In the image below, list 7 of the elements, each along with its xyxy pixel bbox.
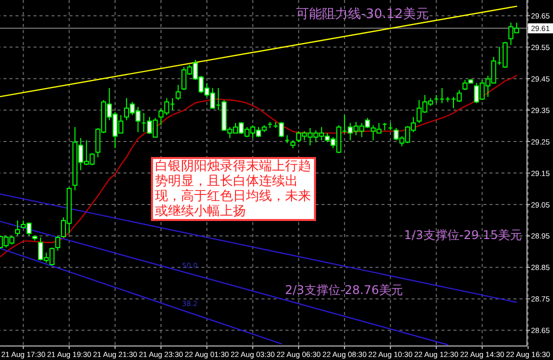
annotation: 2/3支撑位-28.76美元 <box>285 283 403 297</box>
candlestick <box>176 84 181 101</box>
annotation: 可能阻力线-30.12美元 <box>296 6 429 22</box>
candlestick <box>15 220 20 236</box>
candlestick <box>55 235 60 252</box>
annotation: 1/3支撑位-29.15美元 <box>404 228 522 242</box>
annotation: 白银阴阳烛录得末端上行趋势明显，且长白体连续出现，高于红色日均线，未来或继续小幅上扬 <box>151 157 316 221</box>
